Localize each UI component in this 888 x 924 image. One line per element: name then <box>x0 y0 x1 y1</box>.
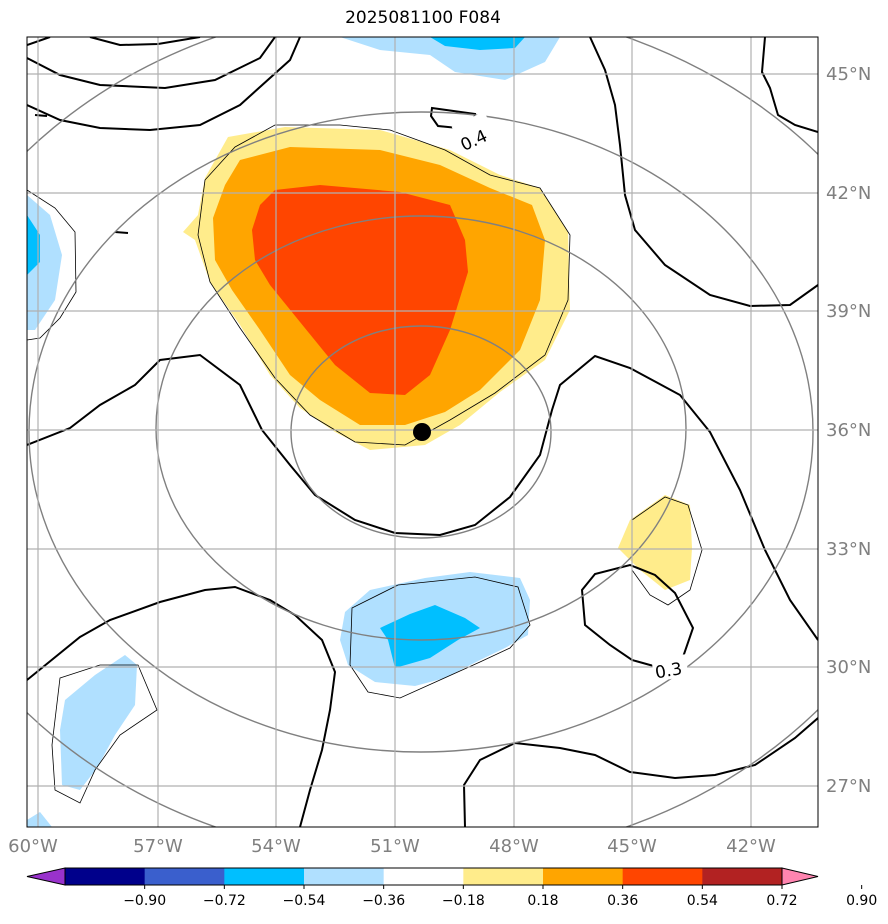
lat-tick-label: 30°N <box>826 657 871 678</box>
colorbar: −0.90 −0.72 −0.54 −0.36 −0.18 0.18 0.36 0.54 0.7… <box>26 867 877 909</box>
colorbar-frame <box>64 867 783 886</box>
colorbar-tick-label: 0.54 <box>687 893 718 909</box>
lat-tick-label: 42°N <box>826 183 871 204</box>
map-frame <box>26 36 819 828</box>
colorbar-extend-high <box>781 867 819 886</box>
lon-tick-label: 45°W <box>607 836 657 857</box>
colorbar-extend-low <box>26 867 66 886</box>
shaded-field <box>27 37 692 827</box>
lat-tick-label: 36°N <box>826 420 871 441</box>
lon-tick-label: 54°W <box>251 836 301 857</box>
colorbar-tick-label: −0.72 <box>203 893 246 909</box>
thin-contours <box>27 124 703 804</box>
lon-tick-label: 57°W <box>133 836 183 857</box>
colorbar-tick-label: −0.54 <box>283 893 326 909</box>
lat-tick-label: 39°N <box>826 301 871 322</box>
colorbar-tick-label: 0.36 <box>607 893 638 909</box>
colorbar-tick-label: 0.18 <box>527 893 558 909</box>
colorbar-segment <box>383 868 464 885</box>
map-title: 2025081100 F084 <box>345 8 501 28</box>
colorbar-segment <box>224 868 305 885</box>
colorbar-tick-label: −0.18 <box>442 893 485 909</box>
map-plot-area: 0.4 0.3 <box>27 37 818 827</box>
colorbar-tick-label: −0.90 <box>123 893 166 909</box>
lat-axis: 45°N 42°N 39°N 36°N 33°N 30°N 27°N <box>826 64 871 797</box>
lon-tick-label: 42°W <box>726 836 776 857</box>
colorbar-segment <box>543 868 624 885</box>
lat-tick-label: 33°N <box>826 539 871 560</box>
colorbar-segment <box>144 868 225 885</box>
lon-tick-label: 60°W <box>8 836 58 857</box>
storm-center-marker <box>413 423 431 441</box>
colorbar-tick-label: 0.90 <box>846 893 877 909</box>
lon-axis: 60°W 57°W 54°W 51°W 48°W 45°W 42°W <box>8 836 776 857</box>
colorbar-segment <box>702 868 783 885</box>
colorbar-segment <box>622 868 703 885</box>
colorbar-segment <box>463 868 544 885</box>
colorbar-segment <box>304 868 385 885</box>
lat-tick-label: 45°N <box>826 64 871 85</box>
colorbar-tick-label: 0.72 <box>766 893 797 909</box>
lat-tick-label: 27°N <box>826 776 871 797</box>
colorbar-segment <box>65 868 146 885</box>
thick-contours <box>27 37 818 827</box>
range-rings <box>27 37 818 827</box>
lon-tick-label: 51°W <box>370 836 420 857</box>
lon-tick-label: 48°W <box>489 836 539 857</box>
colorbar-tick-label: −0.36 <box>362 893 405 909</box>
contour-label-0-3: 0.3 <box>654 659 684 683</box>
